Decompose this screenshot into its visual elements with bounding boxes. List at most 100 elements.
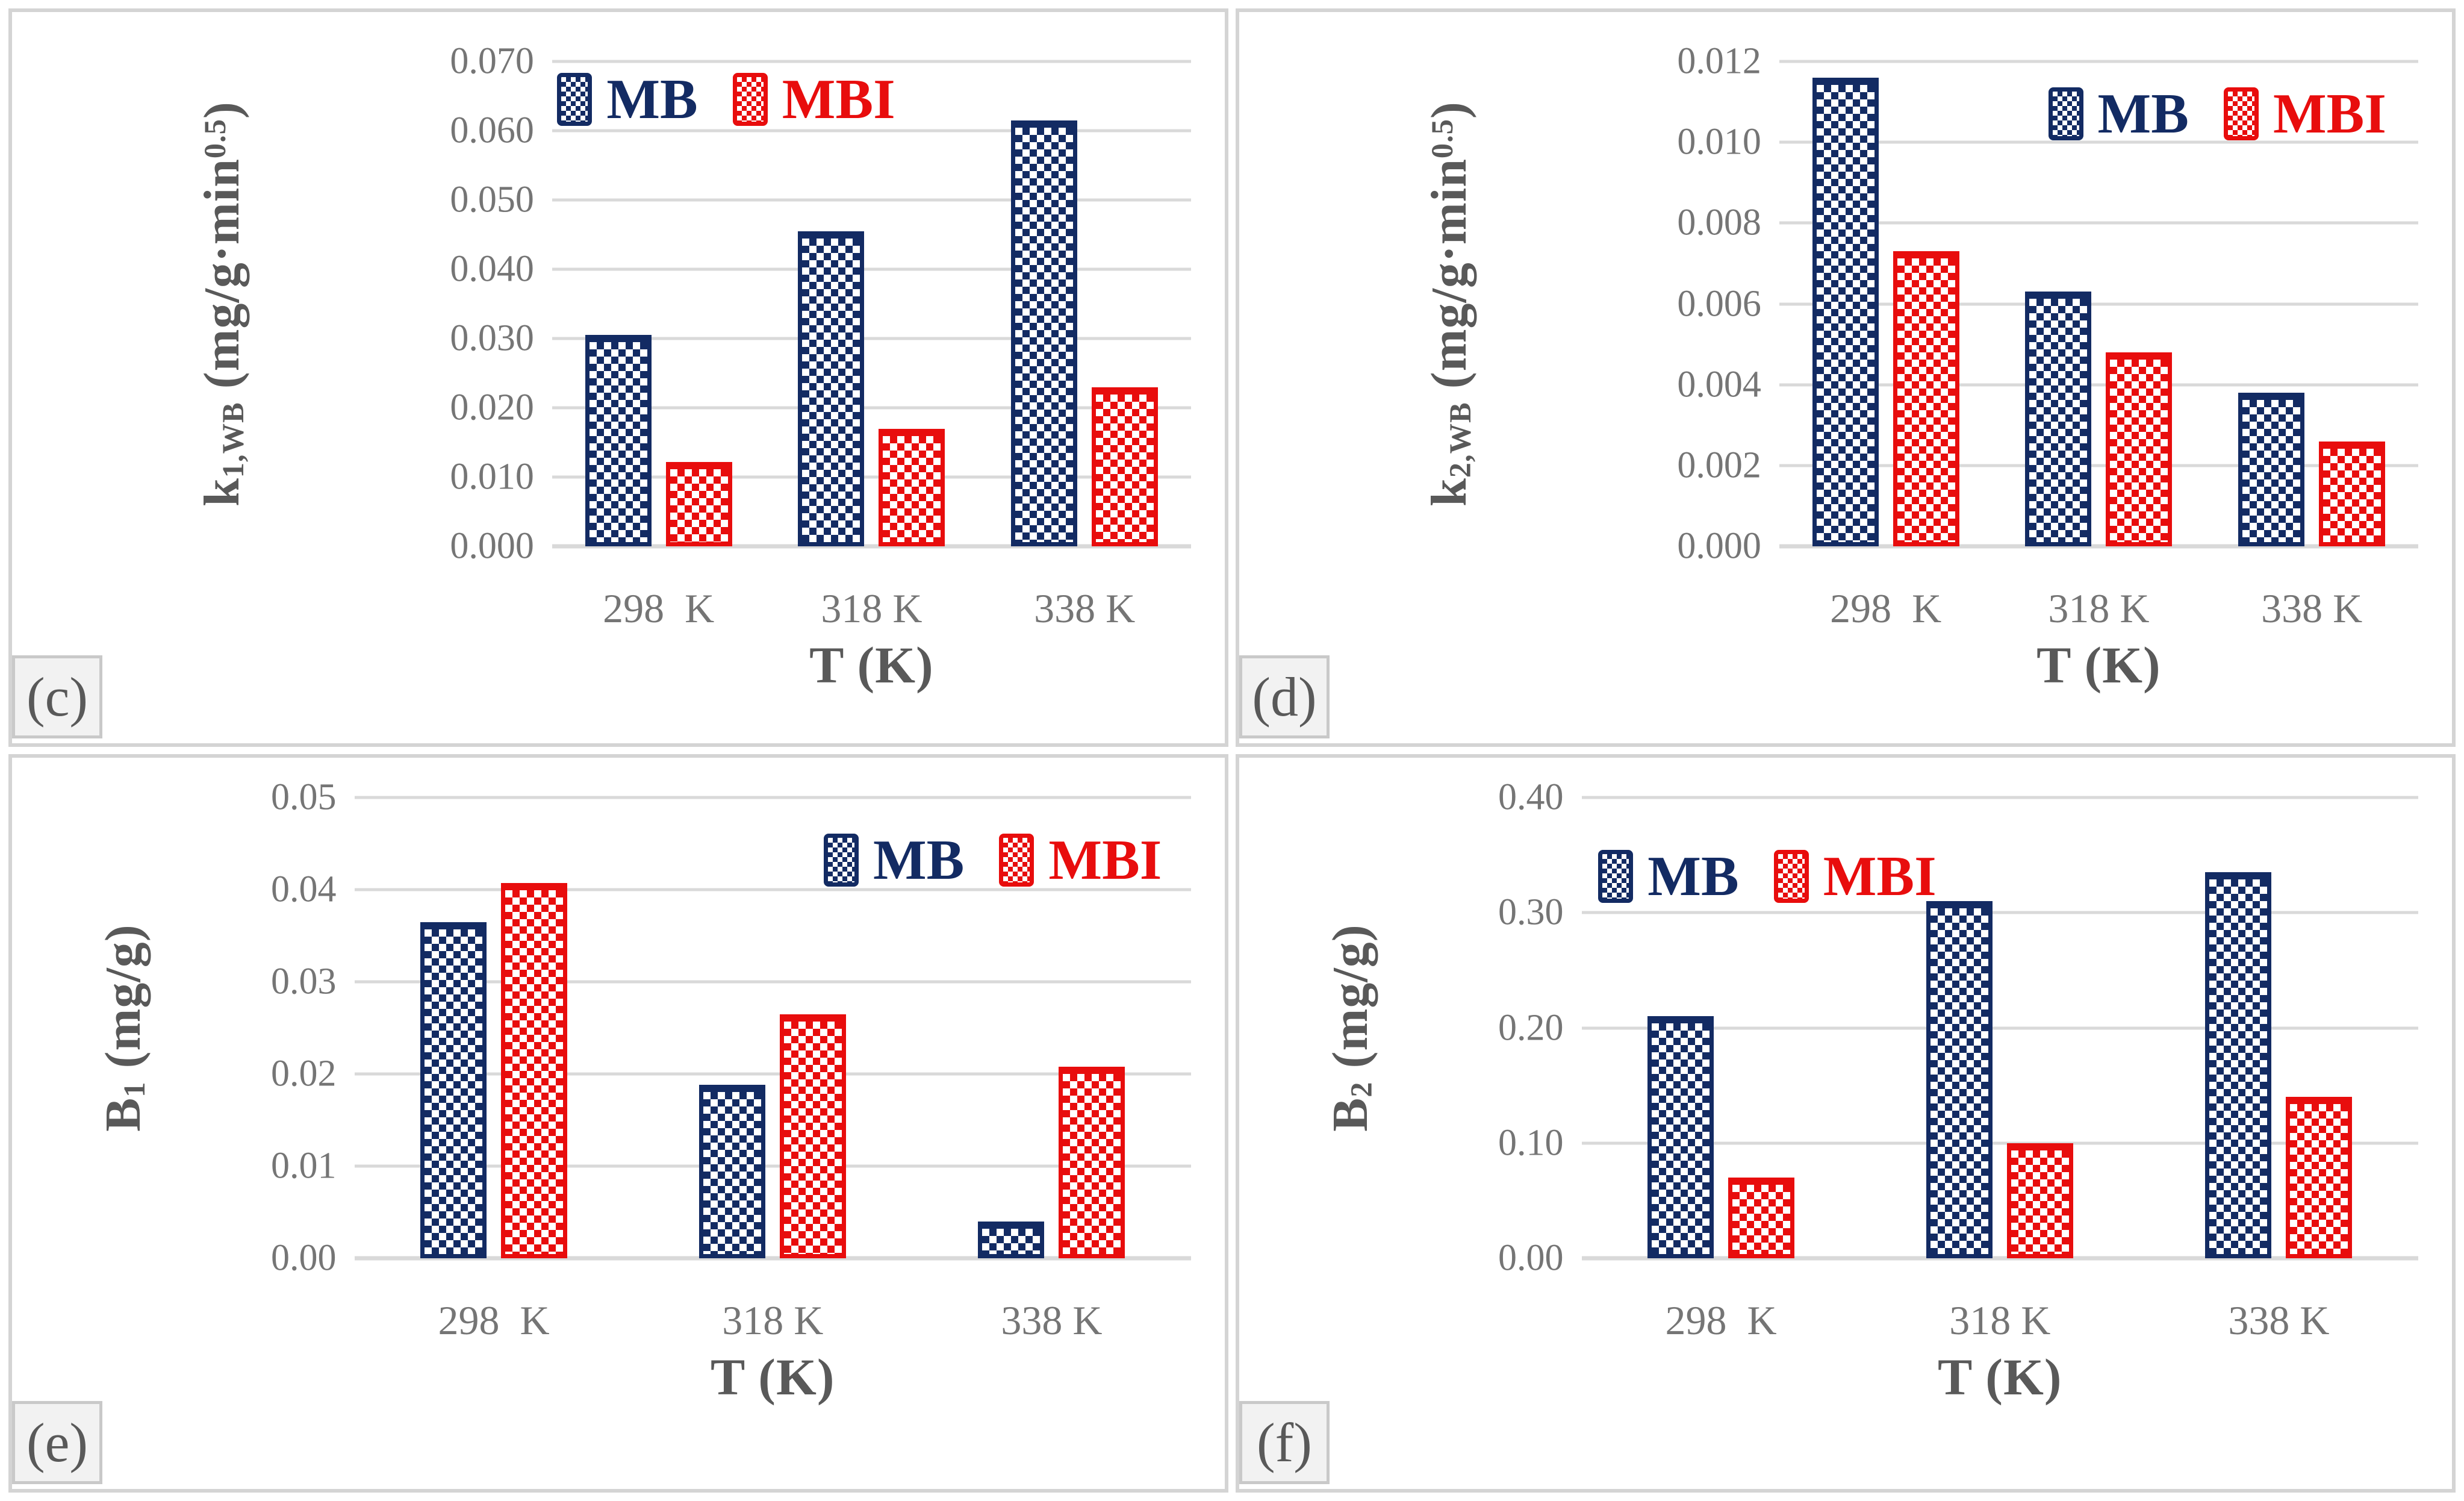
- bar-mbi-318k: [2106, 352, 2173, 546]
- bar-mbi-298k: [1893, 251, 1959, 546]
- bars: [1582, 797, 2419, 1258]
- y-tick-label: 0.000: [1677, 525, 1761, 567]
- panel-label: (f): [1239, 1401, 1330, 1484]
- legend-label-mbi: MBI: [1823, 845, 1937, 908]
- bar-mb-298k: [420, 922, 487, 1258]
- legend: MB MBI: [823, 832, 1162, 888]
- gridline: [1581, 1256, 2418, 1261]
- bar-group-298K: [420, 797, 568, 1258]
- y-tick-label: 0.040: [450, 248, 534, 290]
- gridlines: [354, 796, 1191, 1261]
- gridline: [1581, 796, 2418, 799]
- gridline: [552, 337, 1191, 340]
- gridlines: [1581, 796, 2418, 1261]
- gridline: [1779, 221, 2418, 225]
- x-tick-label: 318 K: [722, 1297, 824, 1343]
- x-tick-label: 318 K: [1949, 1297, 2051, 1343]
- y-tick-label: 0.10: [1498, 1122, 1564, 1164]
- legend-item-mb: MB: [2048, 83, 2189, 146]
- bar-mb-338k: [978, 1221, 1045, 1258]
- y-tick-label: 0.02: [271, 1053, 337, 1094]
- bar-group-318K: [1926, 797, 2074, 1258]
- gridline: [1779, 140, 2418, 144]
- gridline: [354, 1164, 1191, 1168]
- x-tick-label: 298 K: [1830, 585, 1942, 631]
- y-tick-label: 0.20: [1498, 1007, 1564, 1048]
- gridline: [552, 267, 1191, 271]
- panel-d: k2,WB (mg/g·min0.5) 0.012 0.010 0.008 0.006…: [1236, 8, 2456, 747]
- legend-item-mb: MB: [557, 71, 698, 128]
- plot-area: MB MBI: [1581, 796, 2419, 1261]
- mb-pattern-swatch-icon: [1598, 850, 1634, 903]
- plot-area: MB MBI: [354, 796, 1191, 1261]
- bar-group-298K: [1812, 61, 1959, 546]
- bar-mb-338k: [2238, 393, 2305, 546]
- y-tick-label: 0.05: [271, 776, 337, 818]
- bar-mbi-318k: [2007, 1143, 2074, 1258]
- x-tick-label: 338 K: [1001, 1297, 1103, 1343]
- bar-mb-298k: [1647, 1016, 1714, 1258]
- x-tick-label: 338 K: [1034, 585, 1136, 631]
- legend-item-mbi: MBI: [732, 68, 895, 131]
- mbi-pattern-swatch-icon: [2223, 87, 2259, 141]
- y-tick-label: 0.010: [450, 456, 534, 498]
- gridline: [552, 544, 1191, 549]
- gridline: [1581, 911, 2418, 914]
- y-axis-title: B1 (mg/g): [95, 924, 151, 1132]
- gridline: [552, 475, 1191, 479]
- bars: [1779, 61, 2418, 546]
- bar-mb-318k: [798, 231, 865, 546]
- bar-mb-298k: [585, 335, 652, 546]
- legend-item-mb: MB: [1598, 848, 1739, 905]
- bar-mbi-338k: [1092, 387, 1159, 546]
- gridlines: [552, 60, 1191, 549]
- y-tick-label: 0.00: [1498, 1237, 1564, 1279]
- gridline: [1779, 60, 2418, 63]
- x-tick-label: 338 K: [2261, 585, 2363, 631]
- bar-mbi-318k: [879, 428, 945, 546]
- bar-group-338K: [2205, 797, 2353, 1258]
- gridline: [1779, 383, 2418, 387]
- panel-body: B2 (mg/g) 0.40 0.30 0.20 0.10 0.00 MB MBI: [1239, 758, 2452, 1407]
- legend-label-mbi: MBI: [2273, 83, 2386, 146]
- y-tick-label: 0.004: [1677, 364, 1761, 405]
- gridline: [1779, 464, 2418, 467]
- y-tick-label: 0.40: [1498, 776, 1564, 818]
- mbi-pattern-swatch-icon: [1773, 850, 1809, 903]
- bar-mb-338k: [2205, 872, 2272, 1258]
- legend-label-mb: MB: [2097, 83, 2189, 146]
- bars: [552, 61, 1191, 546]
- y-axis-title: k1,WB (mg/g·min0.5): [193, 101, 250, 507]
- y-tick-label: 0.000: [450, 525, 534, 567]
- y-tick-label: 0.006: [1677, 283, 1761, 324]
- y-tick-label: 0.010: [1677, 121, 1761, 163]
- plot-area: MB MBI: [1779, 60, 2418, 549]
- y-tick-label: 0.012: [1677, 40, 1761, 82]
- y-tick-label: 0.03: [271, 961, 337, 1002]
- x-tick-label: 298 K: [438, 1297, 550, 1343]
- legend-label-mbi: MBI: [782, 68, 895, 131]
- gridlines: [1779, 60, 2418, 549]
- legend-item-mb: MB: [823, 832, 964, 888]
- bar-mb-318k: [2025, 292, 2092, 546]
- panel-label: (e): [12, 1401, 102, 1484]
- panel-body: k1,WB (mg/g·min0.5) 0.070 0.060 0.050 0.040…: [12, 12, 1225, 695]
- y-axis-ticks: 0.05 0.04 0.03 0.02 0.01 0.00: [227, 777, 355, 1279]
- gridline: [552, 129, 1191, 133]
- mb-pattern-swatch-icon: [823, 834, 859, 887]
- bar-group-318K: [798, 61, 945, 546]
- legend: MB MBI: [2048, 83, 2386, 146]
- gridline: [354, 888, 1191, 891]
- legend-item-mbi: MBI: [999, 832, 1162, 888]
- gridline: [552, 60, 1191, 63]
- gridline: [354, 796, 1191, 799]
- bar-mb-298k: [1812, 77, 1879, 546]
- x-axis-ticks: 298 K 318 K 338 K: [552, 546, 1191, 634]
- x-axis-ticks: 298 K 318 K 338 K: [1582, 1258, 2419, 1346]
- panel-body: k2,WB (mg/g·min0.5) 0.012 0.010 0.008 0.006…: [1239, 12, 2452, 695]
- panel-e: B1 (mg/g) 0.05 0.04 0.03 0.02 0.01 0.00 MB MB…: [8, 754, 1228, 1493]
- x-axis-title: T (K): [711, 1348, 835, 1406]
- panel-f: B2 (mg/g) 0.40 0.30 0.20 0.10 0.00 MB MBI: [1236, 754, 2456, 1493]
- y-tick-label: 0.30: [1498, 891, 1564, 933]
